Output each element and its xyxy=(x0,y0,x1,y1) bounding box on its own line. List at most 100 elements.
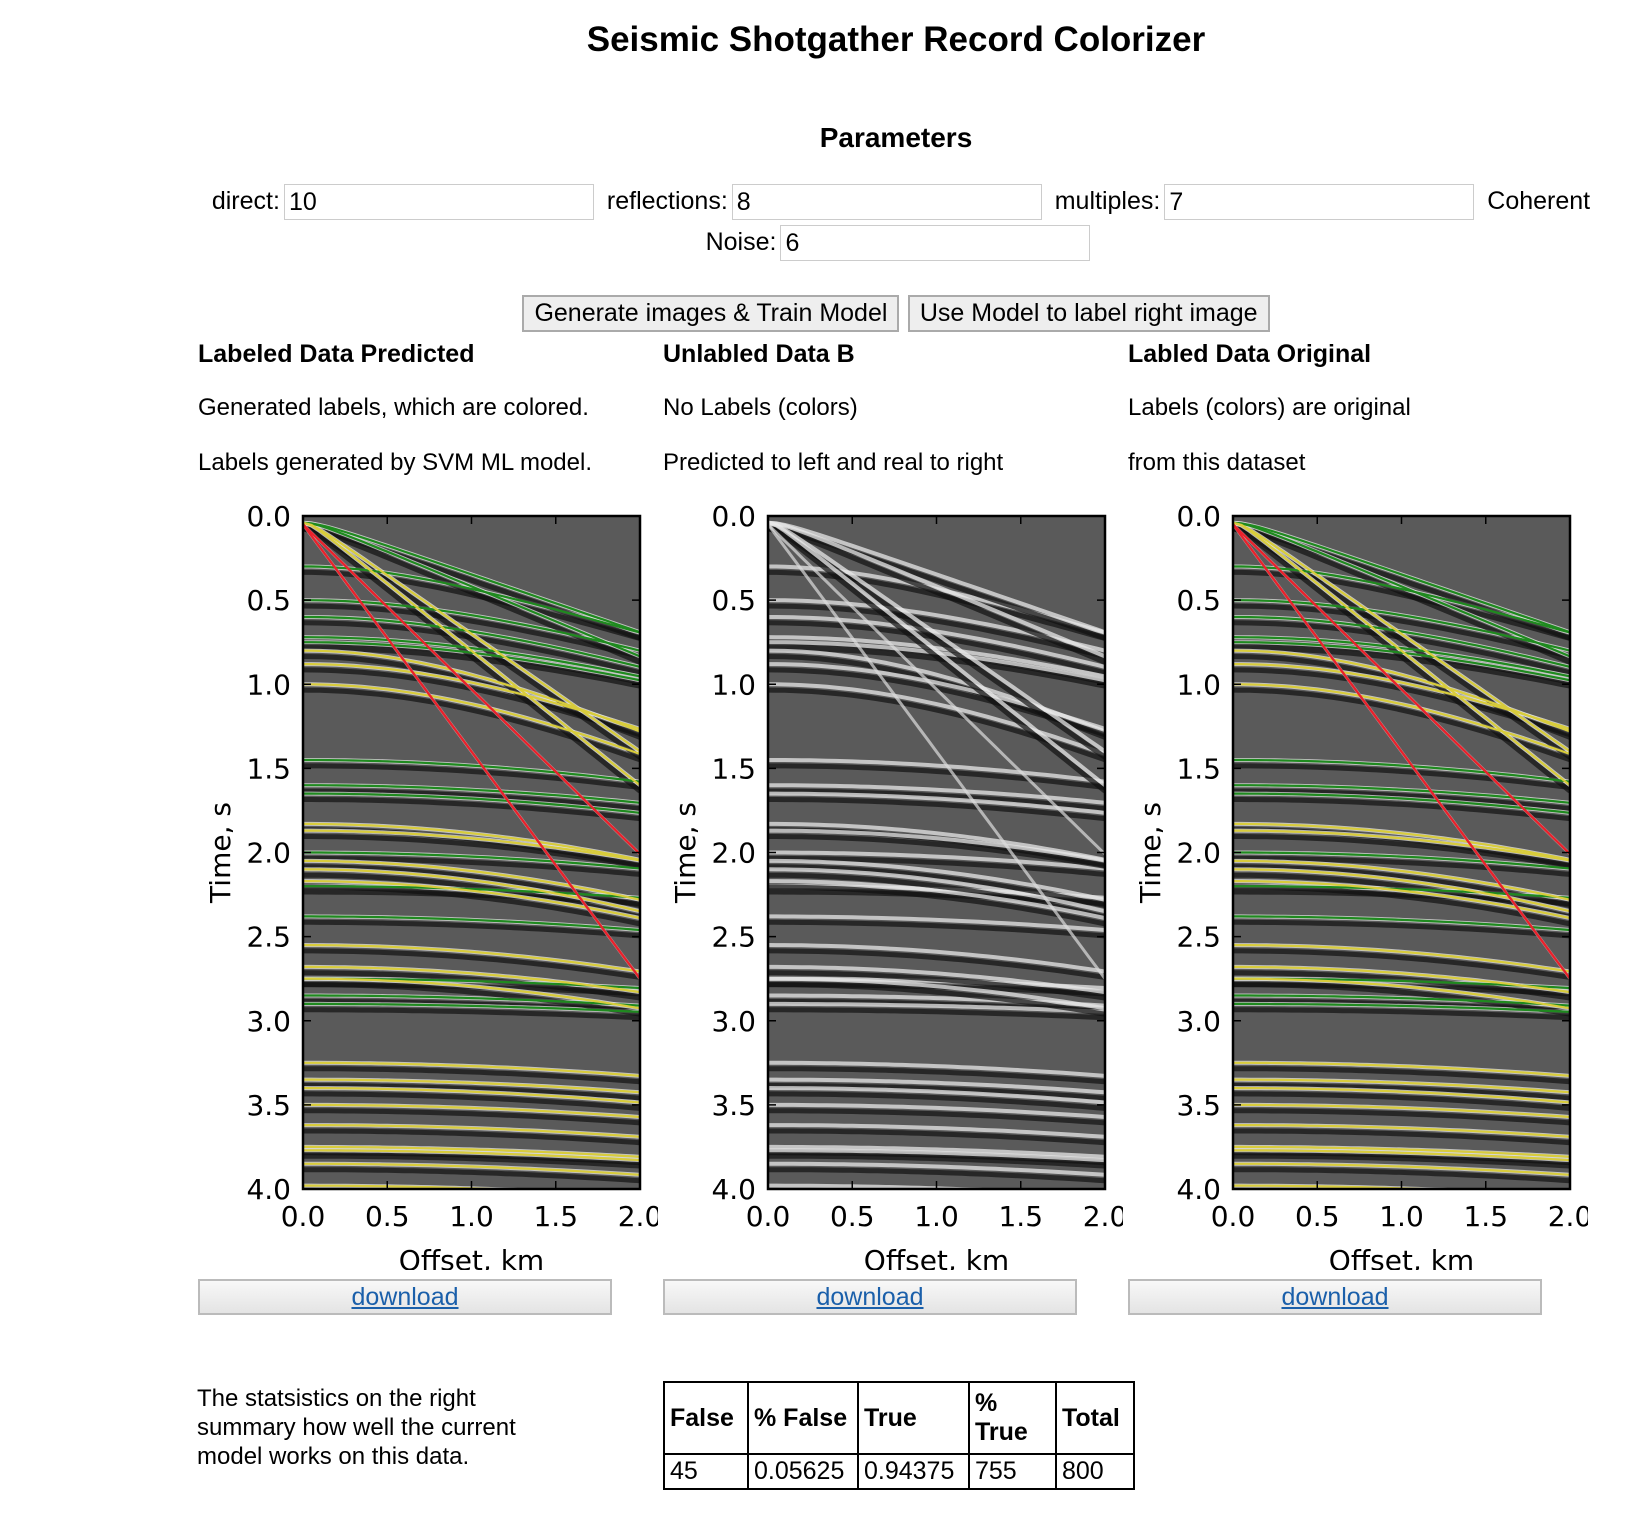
seismic-band xyxy=(303,1083,640,1101)
y-axis-label: Time, s xyxy=(669,802,702,904)
seismic-band xyxy=(1233,1167,1570,1184)
y-tick-label: 1.0 xyxy=(246,668,291,701)
x-tick-label: 0.0 xyxy=(746,1200,791,1233)
label-button[interactable]: Use Model to label right image xyxy=(907,295,1270,332)
x-axis-label: Offset, km xyxy=(1329,1244,1474,1270)
label-line xyxy=(303,943,640,973)
seismic-band xyxy=(1233,970,1570,1001)
seismic-band xyxy=(303,1007,640,1021)
panel: Labled Data Original Labels (colors) are … xyxy=(1128,336,1598,1315)
label-line xyxy=(1233,792,1570,814)
panel-description: Predicted to left and real to right xyxy=(663,449,1004,476)
table-cell: 0.94375 xyxy=(857,1453,970,1490)
seismic-band xyxy=(768,850,1105,871)
label-line xyxy=(1233,521,1570,787)
seismic-band xyxy=(768,797,1105,822)
y-tick-label: 1.5 xyxy=(1176,752,1221,785)
seismic-band xyxy=(768,970,1105,1001)
seismic-band xyxy=(768,1128,1105,1146)
seismic-band xyxy=(768,1060,1105,1078)
seismic-band xyxy=(768,788,1105,812)
y-tick-label: 0.5 xyxy=(711,584,756,617)
seismic-plot: 0.00.51.01.52.02.53.03.54.00.0 0.5 1.0 1.5 2… xyxy=(669,500,1123,1270)
table-cell: 45 xyxy=(663,1453,749,1490)
y-axis-label: Time, s xyxy=(1134,802,1167,904)
label-line xyxy=(303,523,640,856)
y-tick-label: 3.5 xyxy=(711,1089,756,1122)
label-line xyxy=(1233,641,1570,682)
seismic-band xyxy=(768,763,1105,790)
label-line xyxy=(1233,851,1570,870)
seismic-band xyxy=(768,867,1105,914)
download-link[interactable]: download xyxy=(351,1283,459,1311)
label-line xyxy=(303,1061,640,1077)
panel-description: No Labels (colors) xyxy=(663,394,858,421)
x-axis-label: Offset, km xyxy=(399,1244,544,1270)
seismic-band xyxy=(768,1091,1105,1111)
seismic-band xyxy=(768,964,1105,995)
y-tick-label: 1.5 xyxy=(246,752,291,785)
x-tick-label: 0.0 xyxy=(1211,1200,1256,1233)
label-line xyxy=(303,615,640,668)
label-line xyxy=(1233,1162,1570,1176)
seismic-band xyxy=(303,1153,640,1169)
seismic-image xyxy=(768,516,1105,1189)
x-tick-label: 2.0 xyxy=(1548,1200,1588,1233)
label-line xyxy=(1233,1103,1570,1119)
seismic-band xyxy=(303,884,640,927)
stats-text: The statsistics on the right summary how… xyxy=(197,1385,516,1470)
seismic-band xyxy=(768,864,1105,909)
field-input[interactable] xyxy=(731,184,1042,221)
label-line xyxy=(303,977,640,1010)
label-line xyxy=(303,822,640,861)
label-line xyxy=(303,1124,640,1138)
seismic-band xyxy=(768,884,1105,927)
field-input[interactable] xyxy=(283,184,594,221)
y-tick-label: 1.0 xyxy=(711,668,756,701)
seismic-band xyxy=(768,1150,1105,1166)
download-box: download xyxy=(663,1279,1077,1315)
seismic-band xyxy=(1233,1091,1570,1111)
field-input[interactable] xyxy=(780,225,1091,262)
seismic-band xyxy=(303,1108,640,1126)
y-tick-label: 2.5 xyxy=(246,921,291,954)
train-button[interactable]: Generate images & Train Model xyxy=(522,295,900,332)
x-tick-label: 0.5 xyxy=(1295,1200,1340,1233)
seismic-band xyxy=(1233,1128,1570,1146)
seismic-band xyxy=(1233,603,1570,660)
seismic-band xyxy=(1233,1007,1570,1021)
label-line xyxy=(303,885,640,899)
x-tick-label: 1.0 xyxy=(1379,1200,1424,1233)
seismic-band xyxy=(768,1083,1105,1101)
label-line xyxy=(1233,977,1570,1010)
label-line xyxy=(1233,615,1570,668)
y-tick-label: 4.0 xyxy=(1176,1173,1221,1206)
y-tick-label: 2.5 xyxy=(711,921,756,954)
seismic-band xyxy=(303,1091,640,1111)
table-cell: 800 xyxy=(1055,1453,1135,1490)
seismic-band xyxy=(1233,948,1570,980)
button-row: Generate images & Train Model Use Model … xyxy=(0,295,1646,332)
label-line xyxy=(1233,915,1570,932)
label-line xyxy=(1233,521,1570,658)
x-tick-label: 2.0 xyxy=(618,1200,658,1233)
label-line xyxy=(303,792,640,814)
label-line xyxy=(1233,829,1570,862)
y-tick-label: 3.5 xyxy=(246,1089,291,1122)
label-line xyxy=(303,1145,640,1158)
label-line xyxy=(1233,784,1570,804)
download-link[interactable]: download xyxy=(1281,1283,1389,1311)
label-line xyxy=(1233,636,1570,678)
label-line xyxy=(303,521,640,658)
x-tick-label: 1.0 xyxy=(449,1200,494,1233)
download-link[interactable]: download xyxy=(816,1283,924,1311)
label-line xyxy=(303,868,640,913)
y-tick-label: 0.0 xyxy=(711,500,756,533)
label-line xyxy=(303,1086,640,1104)
label-line xyxy=(303,641,640,682)
label-line xyxy=(1233,1002,1570,1013)
panel: Unlabled Data B No Labels (colors) Predict… xyxy=(663,336,1133,1315)
field-input[interactable] xyxy=(1164,184,1475,221)
seismic-band xyxy=(768,919,1105,939)
seismic-band xyxy=(768,943,1105,974)
